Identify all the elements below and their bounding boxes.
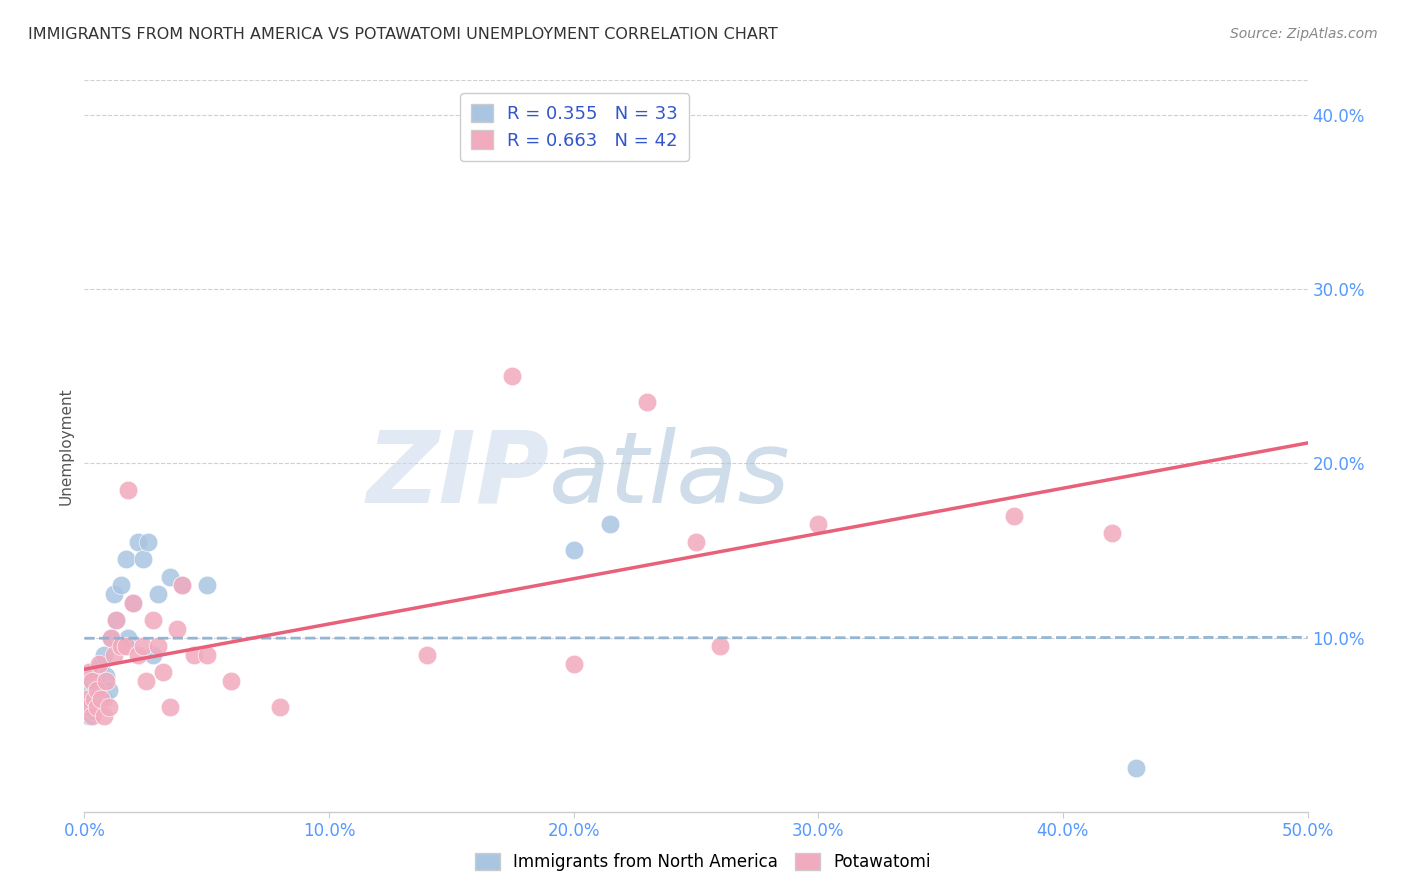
Legend: Immigrants from North America, Potawatomi: Immigrants from North America, Potawatom… [467,845,939,880]
Point [166,622,188,636]
Point [127,534,149,549]
Point [135,674,157,689]
Point [159,700,181,714]
Point [96,674,118,689]
Point [100,631,122,645]
Point [90,657,112,671]
Point [1101,526,1123,541]
Text: ZIP: ZIP [366,426,550,524]
Point [86,697,108,711]
Point [80,709,103,723]
Text: atlas: atlas [550,426,790,524]
Point [159,569,181,583]
Point [807,517,830,532]
Point [103,587,125,601]
Point [83,704,105,718]
Point [1002,508,1025,523]
Point [86,679,108,693]
Point [90,691,112,706]
Point [219,674,242,689]
Point [97,682,120,697]
Point [709,640,731,654]
Point [77,682,100,697]
Text: Source: ZipAtlas.com: Source: ZipAtlas.com [1230,27,1378,41]
Point [76,691,98,706]
Text: IMMIGRANTS FROM NORTH AMERICA VS POTAWATOMI UNEMPLOYMENT CORRELATION CHART: IMMIGRANTS FROM NORTH AMERICA VS POTAWAT… [28,27,778,42]
Point [146,587,169,601]
Point [599,517,621,532]
Point [87,657,110,671]
Point [86,700,108,714]
Legend: R = 0.355   N = 33, R = 0.663   N = 42: R = 0.355 N = 33, R = 0.663 N = 42 [460,93,689,161]
Point [115,640,138,654]
Point [172,578,194,592]
Point [115,552,138,566]
Point [685,534,707,549]
Point [93,709,115,723]
Point [83,665,105,680]
Point [97,700,120,714]
Point [142,613,165,627]
Point [80,674,103,689]
Point [87,686,110,700]
Point [100,631,122,645]
Point [122,596,145,610]
Point [93,648,115,662]
Point [142,648,165,662]
Point [269,700,291,714]
Point [105,613,128,627]
Point [562,657,585,671]
Point [80,674,103,689]
Point [93,691,115,706]
Point [83,691,105,706]
Point [172,578,194,592]
Point [146,640,169,654]
Point [183,648,205,662]
Point [562,543,585,558]
Point [117,483,139,497]
Point [136,534,159,549]
Point [110,578,132,592]
Point [80,691,103,706]
Point [127,648,149,662]
Point [96,669,118,683]
Point [1125,761,1147,775]
Point [416,648,439,662]
Point [117,631,139,645]
Point [122,596,145,610]
Point [103,648,125,662]
Point [195,578,218,592]
Point [636,395,658,409]
Point [77,700,100,714]
Point [110,640,132,654]
Point [77,709,100,723]
Point [105,613,128,627]
Point [132,640,155,654]
Point [77,665,100,680]
Point [195,648,218,662]
Y-axis label: Unemployment: Unemployment [58,387,73,505]
Point [76,700,98,714]
Point [152,665,174,680]
Point [86,682,108,697]
Point [502,369,524,384]
Point [132,552,155,566]
